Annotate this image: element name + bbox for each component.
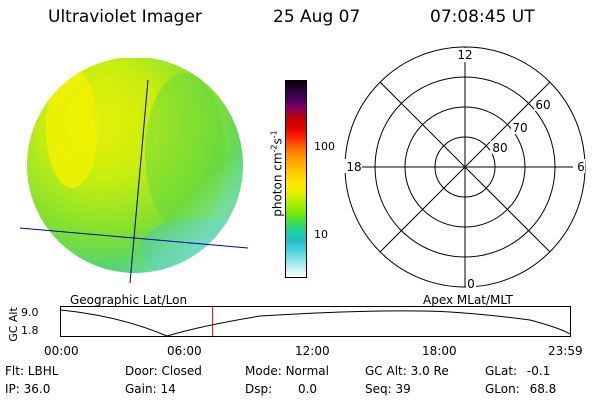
info-dsp: Dsp: 0.0	[245, 382, 317, 396]
time-tick-2359: 23:59	[548, 344, 583, 358]
info-glon: GLon: 68.8	[485, 382, 556, 396]
info-seq-label: Seq:	[365, 382, 392, 396]
polar-grid: 12 18 6 0 60 70 80	[340, 46, 586, 291]
info-filter-value: LBHL	[27, 364, 59, 378]
info-gc-alt-label: GC Alt:	[365, 364, 407, 378]
altitude-ylabel: GC Alt	[6, 307, 20, 342]
mlt-label-0: 0	[467, 277, 475, 291]
info-filter-label: Flt:	[5, 364, 24, 378]
info-filter: Flt: LBHL	[5, 364, 58, 378]
mlt-label-18: 18	[346, 160, 361, 174]
mlat-label-70: 70	[512, 121, 527, 135]
info-door: Door: Closed	[125, 364, 202, 378]
info-gc-alt-value: 3.0 Re	[410, 364, 449, 378]
info-door-value: Closed	[161, 364, 202, 378]
altitude-plot	[60, 306, 571, 337]
time-tick-0600: 06:00	[167, 344, 202, 358]
altitude-ymax: 9.0	[21, 306, 39, 319]
time-tick-1800: 18:00	[422, 344, 457, 358]
info-dsp-value: 0.0	[297, 382, 318, 396]
colorbar-tick-10: 10	[314, 228, 328, 241]
colorbar-gradient	[286, 81, 306, 277]
instrument-title: Ultraviolet Imager	[48, 7, 202, 27]
projection-right-label: Apex MLat/MLT	[423, 293, 513, 307]
info-door-label: Door:	[125, 364, 158, 378]
meridian-line	[129, 79, 149, 284]
date-label: 25 Aug 07	[273, 7, 361, 27]
info-glat-label: GLat:	[485, 364, 518, 378]
mlt-label-12: 12	[457, 48, 472, 62]
auroral-image	[19, 58, 249, 284]
time-label: 07:08:45 UT	[430, 7, 535, 27]
info-glon-value: 68.8	[529, 382, 557, 396]
altitude-curve	[60, 309, 571, 337]
info-mode: Mode: Normal	[245, 364, 329, 378]
mlt-label-6: 6	[577, 160, 585, 174]
time-tick-1200: 12:00	[295, 344, 330, 358]
info-ip-label: IP:	[5, 382, 20, 396]
mlat-label-60: 60	[535, 98, 550, 112]
colorbar-label: photon cm-2s-1	[269, 130, 285, 217]
colorbar-tick-100: 100	[314, 140, 335, 153]
info-gain: Gain: 14	[125, 382, 176, 396]
info-seq: Seq: 39	[365, 382, 411, 396]
info-mode-value: Normal	[285, 364, 329, 378]
equator-line	[19, 227, 249, 249]
info-ip-value: 36.0	[23, 382, 51, 396]
info-dsp-label: Dsp:	[245, 382, 273, 396]
info-gain-label: Gain:	[125, 382, 157, 396]
info-gc-alt: GC Alt: 3.0 Re	[365, 364, 449, 378]
projection-left-label: Geographic Lat/Lon	[70, 293, 188, 307]
altitude-ymin: 1.8	[21, 324, 39, 337]
info-glon-label: GLon:	[485, 382, 520, 396]
info-ip: IP: 36.0	[5, 382, 50, 396]
info-mode-label: Mode:	[245, 364, 282, 378]
mlat-label-80: 80	[492, 141, 507, 155]
info-glat-value: -0.1	[526, 364, 551, 378]
info-seq-value: 39	[395, 382, 411, 396]
time-tick-0000: 00:00	[44, 344, 79, 358]
colorbar	[285, 80, 307, 278]
info-gain-value: 14	[160, 382, 176, 396]
info-glat: GLat: -0.1	[485, 364, 550, 378]
